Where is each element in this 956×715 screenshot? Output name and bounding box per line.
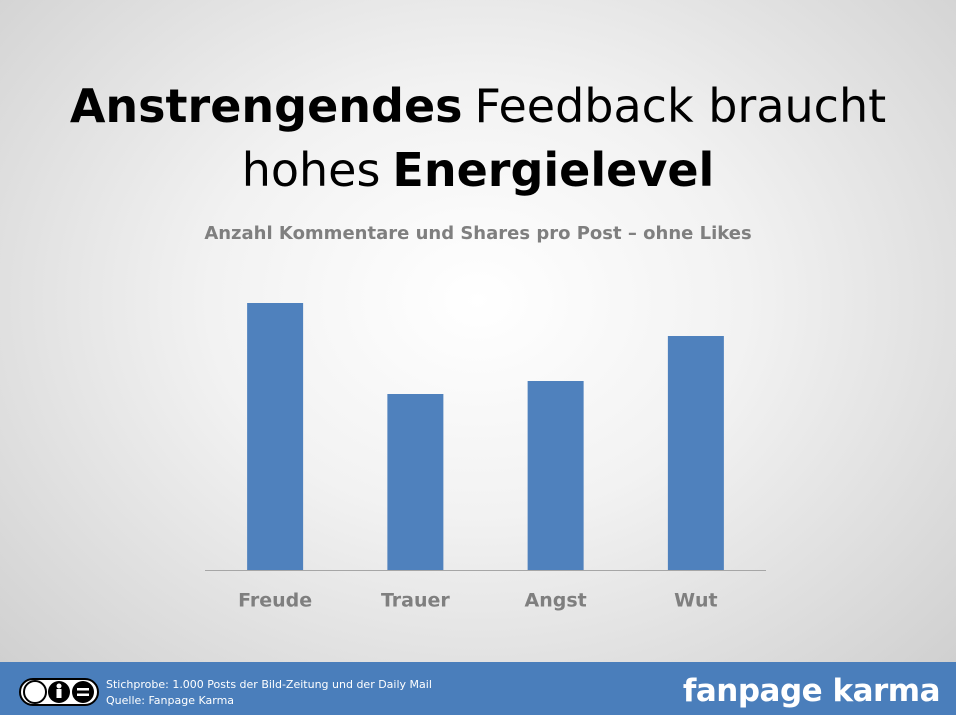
- title-part: Feedback braucht: [474, 79, 887, 133]
- chart: Anzahl Kommentare und Shares pro Post – …: [204, 223, 766, 612]
- bar: [247, 303, 304, 570]
- footer-source: Quelle: Fanpage Karma: [106, 694, 235, 707]
- title-line: hohes Energielevel: [0, 138, 956, 202]
- title-part: Anstrengendes: [69, 79, 463, 133]
- license-icon: [19, 678, 99, 706]
- title: Anstrengendes Feedback braucht hohes Energ…: [0, 74, 956, 202]
- x-tick-label: Angst: [525, 590, 587, 612]
- x-tick-label: Trauer: [381, 590, 450, 612]
- bar: [527, 381, 584, 570]
- x-tick-label: Wut: [674, 590, 718, 612]
- footer-note: Stichprobe: 1.000 Posts der Bild-Zeitung…: [106, 678, 432, 691]
- bar: [387, 394, 444, 570]
- logo: fanpage karma: [682, 673, 941, 709]
- footer: Stichprobe: 1.000 Posts der Bild-Zeitung…: [0, 662, 956, 715]
- bar: [667, 336, 724, 570]
- title-part: Energielevel: [392, 143, 715, 197]
- x-tick-label: Freude: [238, 590, 312, 612]
- title-line: Anstrengendes Feedback braucht: [0, 74, 956, 138]
- title-part: hohes: [241, 143, 381, 197]
- chart-subtitle: Anzahl Kommentare und Shares pro Post – …: [204, 223, 751, 244]
